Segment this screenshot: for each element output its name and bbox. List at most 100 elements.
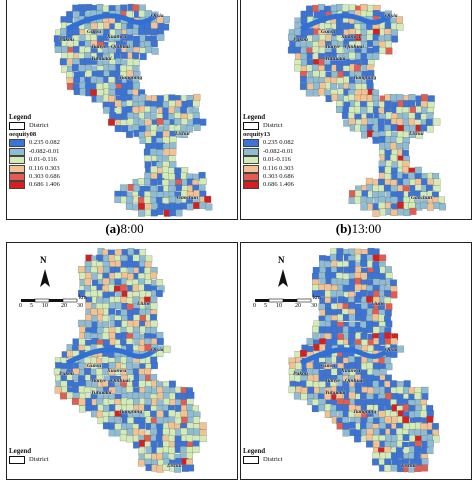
map-cell	[163, 345, 171, 353]
map-cell	[138, 422, 146, 430]
map-cell	[78, 405, 86, 413]
map-cell	[385, 320, 393, 328]
map-cell	[390, 94, 397, 102]
map-cell	[396, 451, 404, 459]
map-cell	[168, 167, 176, 175]
map-cell	[330, 368, 338, 376]
map-cell	[119, 434, 127, 442]
map-cell	[186, 404, 194, 412]
map-cell	[312, 325, 319, 333]
map-cell	[96, 410, 104, 418]
map-cell	[150, 165, 158, 173]
map-cell	[145, 136, 153, 144]
legend-a: Legend District oequity08 0.235 0.082 -0.…	[9, 113, 60, 190]
map-cell	[433, 178, 441, 186]
map-cell	[354, 196, 362, 204]
map-cells	[287, 4, 446, 217]
yangtze-river	[65, 12, 159, 32]
scale-tick-0: 0	[253, 303, 256, 309]
map-cell	[372, 53, 380, 60]
map-cell	[359, 321, 367, 329]
map-cell	[150, 271, 158, 279]
map-cell	[174, 465, 182, 473]
map-cell	[330, 320, 338, 328]
map-cell	[108, 76, 115, 84]
label-pukou: Pukou	[293, 371, 308, 377]
map-cell	[426, 184, 433, 192]
map-cell	[396, 106, 403, 114]
map-cells	[53, 248, 207, 473]
map-cell	[318, 88, 326, 96]
map-cell	[379, 368, 387, 376]
caption-b: (b)13:00	[240, 221, 474, 237]
scale-bar	[255, 298, 312, 303]
map-cell	[385, 40, 392, 48]
map-cell	[348, 52, 356, 60]
legend-swatch	[9, 173, 25, 182]
map-cell	[139, 249, 146, 256]
map-cell	[168, 173, 176, 181]
map-cell	[133, 441, 140, 449]
map-cell	[185, 434, 193, 442]
map-cell	[144, 338, 152, 346]
map-cell	[114, 113, 122, 121]
map-cell	[385, 303, 393, 311]
map-cell	[294, 362, 302, 370]
map-cell	[348, 313, 356, 321]
map-cell	[181, 416, 189, 424]
map-cell	[103, 266, 110, 273]
map-cell	[199, 118, 207, 126]
legend-class-label: 0.235 0.082	[263, 139, 294, 147]
map-cell	[312, 332, 320, 340]
map-cell	[414, 446, 422, 453]
map-cell	[373, 417, 381, 425]
map-cell	[366, 197, 373, 204]
label-jianye: Jianye	[325, 378, 340, 384]
choropleth-map-c	[21, 248, 207, 473]
map-cell	[384, 22, 392, 30]
legend-classes: 0.235 0.082 -0.082-0.01 0.01-0.116 0.116 0.…	[9, 139, 60, 190]
map-cell	[348, 94, 356, 101]
map-cell	[187, 428, 195, 436]
map-cell	[174, 167, 182, 175]
map-cell	[102, 332, 110, 340]
map-cell	[367, 387, 375, 395]
map-cell	[330, 83, 338, 91]
map-cell	[73, 76, 81, 84]
map-cell	[373, 290, 381, 298]
map-cell	[180, 410, 188, 417]
map-cell	[348, 260, 356, 268]
map-cell	[132, 28, 140, 35]
map-cell	[421, 464, 428, 472]
map-cell	[193, 124, 201, 131]
map-cell	[150, 209, 158, 217]
map-cell	[378, 202, 386, 209]
map-cell	[85, 404, 93, 412]
legend-title: Legend	[243, 113, 266, 121]
map-cell	[378, 410, 386, 418]
map-cell	[180, 202, 188, 210]
map-cell	[421, 458, 429, 466]
legend-class-1: 0.235 0.082	[243, 139, 294, 148]
map-cell	[306, 338, 314, 346]
map-cell	[127, 267, 135, 275]
district-label: District	[29, 121, 49, 129]
map-cell	[331, 93, 339, 101]
map-cell	[71, 397, 79, 405]
map-cell	[354, 190, 362, 197]
map-cell	[90, 290, 98, 298]
map-cell	[175, 392, 182, 400]
map-cell	[355, 314, 362, 321]
map-cell	[126, 356, 134, 364]
map-cell	[366, 254, 374, 262]
map-cell	[120, 51, 128, 59]
legend-class-label: 0.686 1.406	[29, 181, 60, 189]
map-cell	[348, 355, 355, 363]
map-cell	[337, 94, 345, 102]
map-cell	[385, 392, 392, 400]
map-cell	[145, 255, 153, 263]
caption-letter-b: (b)	[335, 221, 352, 236]
map-cell	[192, 416, 200, 424]
map-cell	[96, 3, 104, 11]
map-cell	[187, 464, 195, 472]
